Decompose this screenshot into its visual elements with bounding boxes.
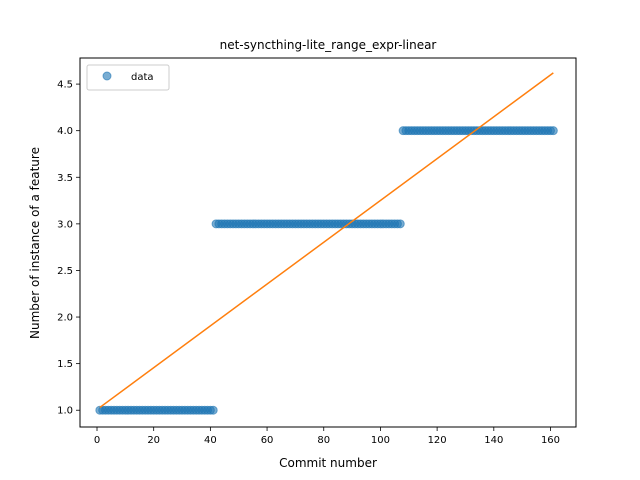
x-tick-label: 160 — [541, 435, 560, 446]
legend-marker-data — [102, 71, 112, 81]
chart-title: net-syncthing-lite_range_expr-linear — [220, 38, 437, 52]
y-tick-label: 1.0 — [57, 406, 73, 417]
x-tick-label: 0 — [94, 435, 100, 446]
legend: data — [86, 64, 170, 91]
data-point — [548, 126, 558, 136]
x-tick-label: 60 — [261, 435, 274, 446]
legend-label-data: data — [131, 72, 154, 83]
y-axis: 1.0 1.5 2.0 2.5 3.0 3.5 4.0 4.5 — [57, 80, 80, 417]
y-tick-label: 2.0 — [57, 313, 73, 324]
x-tick-label: 100 — [371, 435, 390, 446]
x-tick-label: 140 — [484, 435, 503, 446]
x-tick-label: 20 — [147, 435, 160, 446]
plot-area — [95, 72, 558, 415]
linear-fit-line — [99, 72, 554, 409]
y-tick-label: 1.5 — [57, 359, 73, 370]
x-axis-label: Commit number — [279, 456, 377, 470]
y-tick-label: 4.0 — [57, 126, 73, 137]
data-point — [395, 219, 405, 229]
axes-frame — [79, 57, 577, 428]
data-point — [208, 405, 218, 415]
y-tick-label: 3.0 — [57, 219, 73, 230]
y-axis-label: Number of instance of a feature — [28, 147, 42, 339]
y-tick-label: 2.5 — [57, 266, 73, 277]
x-tick-label: 40 — [204, 435, 217, 446]
y-tick-label: 4.5 — [57, 80, 73, 91]
x-tick-label: 80 — [317, 435, 330, 446]
x-axis: 0 20 40 60 80 100 120 140 160 — [94, 427, 560, 446]
x-tick-label: 120 — [428, 435, 447, 446]
legend-box — [86, 64, 170, 91]
y-tick-label: 3.5 — [57, 173, 73, 184]
